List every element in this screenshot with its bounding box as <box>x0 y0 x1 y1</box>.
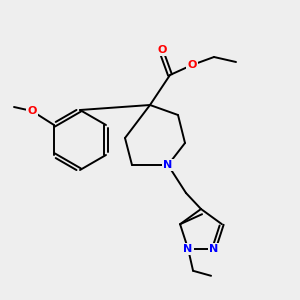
Text: O: O <box>187 60 197 70</box>
Text: N: N <box>164 160 172 170</box>
Text: N: N <box>183 244 193 254</box>
Text: O: O <box>27 106 37 116</box>
Text: O: O <box>157 45 167 55</box>
Text: N: N <box>209 244 219 254</box>
